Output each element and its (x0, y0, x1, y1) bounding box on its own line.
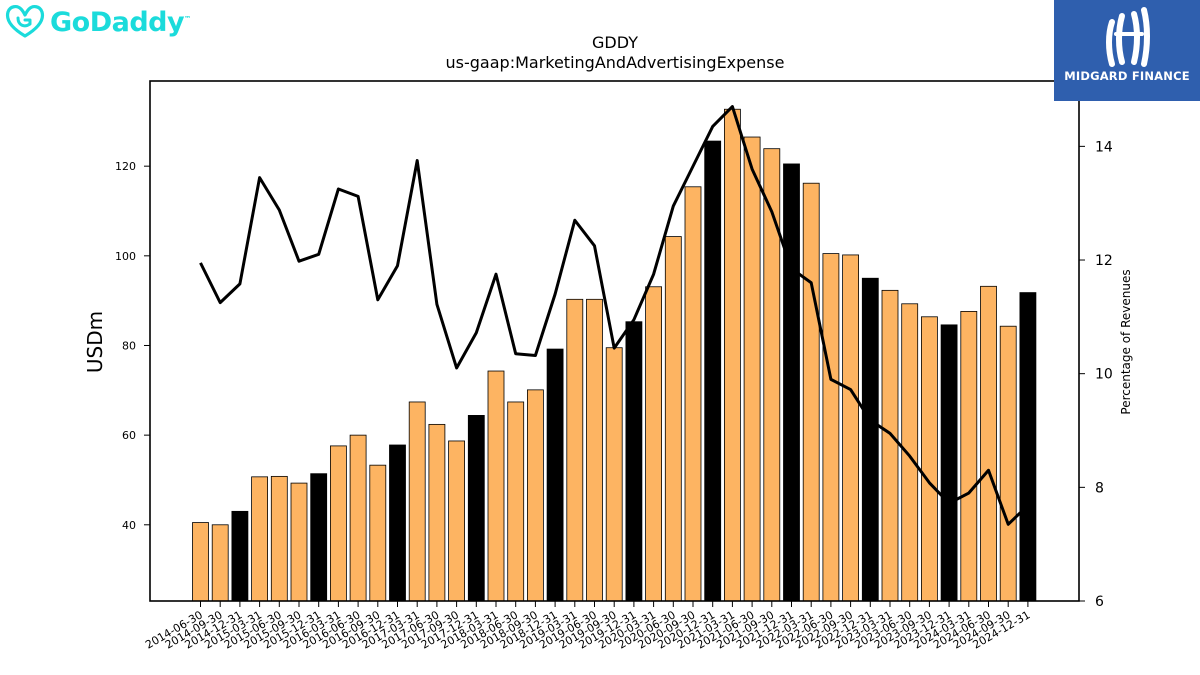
bar-2023-03-31 (881, 289, 899, 602)
godaddy-logo: GoDaddy™ (4, 3, 191, 41)
bar-2020-12-31 (704, 140, 722, 602)
bar-2023-06-30 (901, 303, 919, 602)
bar-2022-03-31 (802, 182, 820, 602)
bar-2023-09-30 (921, 316, 938, 602)
y2-axis-label: Percentage of Revenues (1119, 269, 1133, 414)
bar-2017-12-31 (467, 415, 485, 602)
godaddy-wordmark: GoDaddy™ (50, 6, 191, 38)
line-series (199, 105, 1029, 526)
y-axis-left: 40 60 80 100 120 (115, 160, 150, 532)
y-axis-right: 6 8 10 12 14 (1079, 139, 1113, 610)
y-tick-label: 40 (122, 519, 136, 532)
y-tick-label: 100 (115, 250, 136, 263)
y2-tick-label: 14 (1095, 139, 1113, 155)
bar-2019-12-31 (625, 321, 643, 602)
bar-2024-03-31 (960, 311, 978, 602)
bar-2021-06-30 (743, 136, 761, 602)
bar-2023-12-31 (940, 324, 958, 602)
godaddy-heart-icon (5, 5, 45, 38)
bar-2016-09-30 (369, 464, 387, 602)
bar-2024-09-30 (999, 325, 1017, 602)
bar-2019-06-30 (586, 298, 603, 602)
chart-title: GDDY (592, 33, 638, 52)
y2-tick-label: 10 (1095, 367, 1113, 383)
bar-2016-12-31 (389, 444, 406, 602)
bar-2014-12-31 (231, 510, 249, 602)
midgard-finance-wordmark: MIDGARD FINANCE (1064, 69, 1190, 83)
bar-2022-06-30 (822, 253, 840, 602)
bar-2017-09-30 (448, 440, 466, 602)
midgard-emblem-icon (1106, 7, 1150, 67)
bar-2024-06-30 (980, 285, 997, 602)
percentage-of-revenues-line (199, 105, 1029, 526)
bar-2019-09-30 (605, 347, 623, 602)
bar-2020-09-30 (684, 186, 702, 602)
midgard-finance-logo: MIDGARD FINANCE (1054, 0, 1200, 101)
bar-2014-06-30 (192, 522, 209, 602)
bar-2017-06-30 (428, 423, 446, 602)
y-tick-label: 80 (122, 339, 136, 352)
bar-2018-06-30 (507, 401, 525, 602)
bar-2018-09-30 (527, 389, 544, 602)
bar-2015-09-30 (290, 482, 308, 602)
bar-2016-06-30 (349, 434, 367, 602)
bar-2015-06-30 (270, 475, 288, 602)
chart-subtitle: us-gaap:MarketingAndAdvertisingExpense (445, 53, 785, 72)
bar-2022-12-31 (861, 277, 879, 602)
bar-2020-06-30 (664, 236, 682, 602)
bar-2015-03-31 (251, 476, 269, 602)
y-axis-label: USDm (83, 311, 107, 373)
bar-2018-03-31 (487, 370, 505, 602)
bar-2014-09-30 (211, 524, 229, 602)
bar-2021-09-30 (763, 148, 781, 602)
bar-2017-03-31 (408, 401, 426, 602)
bar-2019-03-31 (566, 298, 584, 602)
bar-2020-03-31 (645, 286, 662, 602)
bar-series (192, 108, 1037, 602)
y2-tick-label: 6 (1095, 594, 1104, 610)
bar-2021-03-31 (724, 108, 741, 602)
y-tick-label: 60 (122, 429, 136, 442)
y-tick-label: 120 (115, 160, 136, 173)
x-axis: 2014-06-302014-09-302014-12-312015-03-31… (143, 601, 1032, 652)
bar-2016-03-31 (329, 445, 347, 602)
bar-2022-09-30 (842, 254, 859, 602)
bar-2015-12-31 (310, 473, 328, 602)
bar-2018-12-31 (546, 348, 564, 602)
y2-tick-label: 12 (1095, 253, 1113, 269)
y2-tick-label: 8 (1095, 480, 1104, 496)
bar-2021-12-31 (783, 163, 800, 602)
bar-2024-12-31 (1019, 292, 1037, 602)
